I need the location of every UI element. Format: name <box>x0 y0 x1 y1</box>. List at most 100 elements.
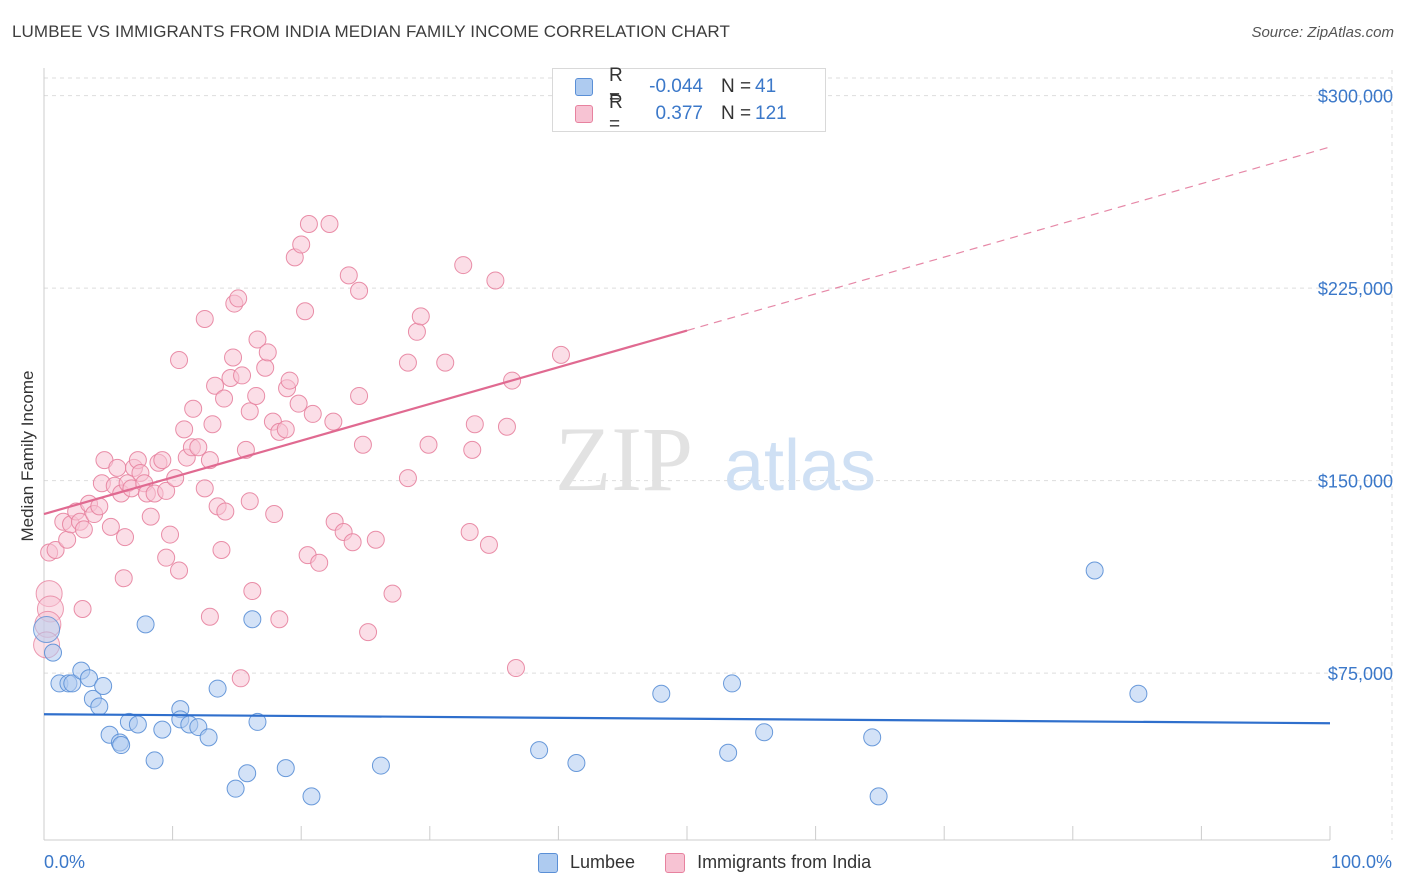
lumbee-point <box>302 787 321 806</box>
india-point <box>231 669 250 688</box>
india-point <box>229 289 248 308</box>
india-point <box>243 582 262 601</box>
lumbee-point <box>530 741 549 760</box>
india-point <box>398 353 417 372</box>
y-tick-label: $225,000 <box>1318 279 1393 299</box>
india-point <box>212 540 231 559</box>
india-point <box>419 435 438 454</box>
lumbee-points <box>33 561 1148 806</box>
india-point <box>270 610 289 629</box>
lumbee-point <box>371 756 390 775</box>
india-point <box>320 215 339 233</box>
india-point <box>258 343 277 362</box>
india-point <box>216 502 235 521</box>
india-point <box>101 517 120 536</box>
india-point <box>108 458 127 477</box>
india-point <box>353 435 372 454</box>
trendlines <box>43 146 1331 725</box>
india-point <box>436 353 455 372</box>
india-point <box>280 371 299 390</box>
india-point <box>153 451 172 470</box>
india-point <box>299 215 318 233</box>
india-point <box>114 569 133 588</box>
india-point <box>248 330 267 349</box>
india-point <box>383 584 402 603</box>
lumbee-point <box>153 720 172 739</box>
india-point <box>366 530 385 549</box>
legend-n-value: 121 <box>755 103 787 124</box>
india-point <box>195 309 214 328</box>
india-point <box>195 479 214 498</box>
india-point <box>203 415 222 434</box>
india-point <box>289 394 308 413</box>
india-point <box>460 523 479 541</box>
india-trendline-extension <box>686 146 1331 332</box>
lumbee-point <box>63 674 82 693</box>
india-point <box>486 271 505 290</box>
india-point <box>157 481 176 500</box>
india-points <box>33 215 570 688</box>
lumbee-point <box>652 684 671 703</box>
india-point <box>215 389 234 408</box>
india-point <box>292 235 311 254</box>
lumbee-point <box>208 679 227 698</box>
india-point <box>46 540 65 559</box>
x-tick-min: 0.0% <box>44 852 86 872</box>
legend-label-india: Immigrants from India <box>697 852 872 872</box>
series-legend: Lumbee Immigrants from India <box>538 852 901 873</box>
india-point <box>141 507 160 526</box>
watermark-zip: ZIP <box>555 408 693 510</box>
lumbee-point <box>199 728 218 747</box>
legend-item-india[interactable]: Immigrants from India <box>665 852 871 873</box>
india-point <box>350 281 369 300</box>
lumbee-point <box>145 751 164 770</box>
india-point <box>200 607 219 626</box>
watermark-atlas: atlas <box>724 426 876 506</box>
lumbee-point <box>112 736 131 755</box>
india-point <box>359 623 378 642</box>
legend-row-lumbee: R = -0.044 N = 41 <box>575 65 776 108</box>
legend-item-lumbee[interactable]: Lumbee <box>538 852 635 873</box>
india-point <box>184 399 203 418</box>
india-point <box>463 440 482 459</box>
lumbee-point <box>1129 684 1148 703</box>
india-point <box>157 548 176 567</box>
india-point <box>58 530 77 549</box>
india-point <box>206 376 225 395</box>
watermark: ZIP atlas <box>555 408 876 510</box>
lumbee-point <box>567 754 586 772</box>
lumbee-point <box>248 712 267 731</box>
india-point <box>175 420 194 439</box>
chart-source: Source: ZipAtlas.com <box>1251 24 1394 41</box>
legend-n-label: N = <box>721 76 752 97</box>
india-point <box>343 533 362 552</box>
india-point <box>350 386 369 405</box>
india-point <box>256 358 275 377</box>
axes <box>43 68 1331 841</box>
india-swatch <box>575 105 593 123</box>
lumbee-point <box>723 674 742 693</box>
y-tick-label: $300,000 <box>1318 87 1393 107</box>
legend-r-label: R = <box>609 92 623 135</box>
india-point <box>265 505 284 524</box>
x-tick-max: 100.0% <box>1330 852 1392 872</box>
india-point <box>454 256 473 275</box>
india-point <box>296 302 315 321</box>
india-point <box>411 307 430 326</box>
india-point <box>398 469 417 488</box>
india-point <box>116 528 135 547</box>
india-point <box>170 351 189 370</box>
lumbee-point <box>238 764 257 783</box>
lumbee-point <box>94 677 113 695</box>
y-tick-label: $75,000 <box>1328 664 1393 684</box>
india-point <box>189 438 208 457</box>
india-point <box>170 561 189 580</box>
legend-label-lumbee: Lumbee <box>570 852 636 872</box>
legend-row-india: R = 0.377 N = 121 <box>575 92 787 135</box>
lumbee-point <box>755 723 774 742</box>
india-point <box>233 366 252 385</box>
lumbee-point <box>869 787 888 806</box>
lumbee-point <box>44 643 63 662</box>
lumbee-point <box>80 669 99 688</box>
